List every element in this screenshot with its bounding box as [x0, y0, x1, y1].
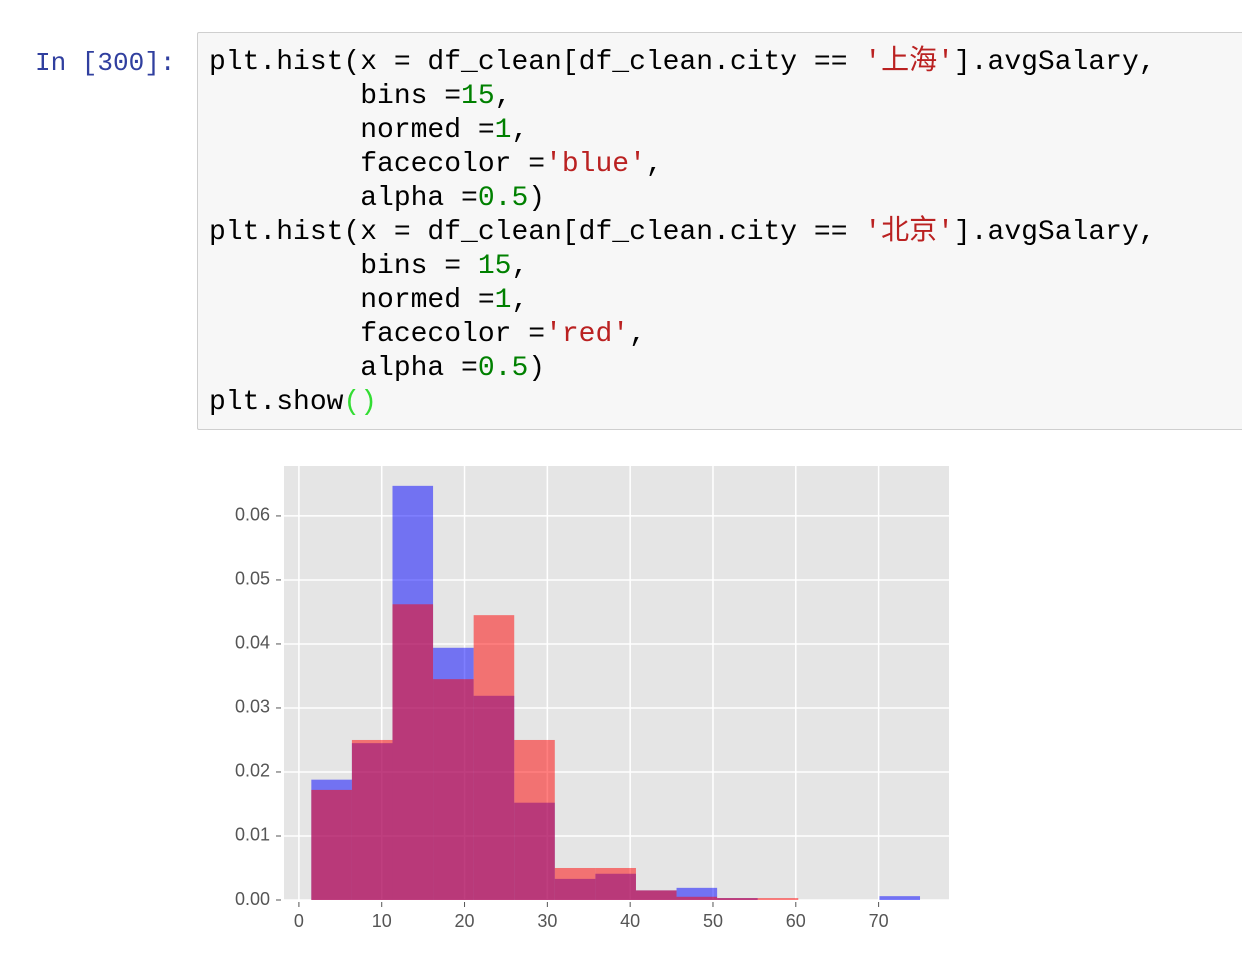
histogram-bar [879, 896, 921, 900]
code-line: alpha =0.5) [209, 352, 1156, 386]
y-tick-label: 0.01 [235, 825, 270, 845]
code-token: 'blue' [545, 149, 646, 180]
x-tick-label: 20 [455, 911, 475, 931]
code-token: '上海' [864, 47, 954, 78]
code-token: bins = [209, 251, 478, 282]
code-token: 15 [477, 251, 512, 282]
code-token: facecolor = [209, 149, 546, 180]
code-line: normed =1, [209, 114, 1156, 148]
x-tick-label: 10 [372, 911, 392, 931]
code-line: plt.show() [209, 386, 1156, 420]
histogram-bar [433, 679, 474, 900]
code-token: () [343, 387, 378, 418]
code-token: , [645, 149, 663, 180]
x-tick-label: 50 [703, 911, 723, 931]
histogram-bar [311, 789, 352, 900]
code-token: ].avgSalary, [953, 217, 1156, 248]
code-line: bins =15, [209, 80, 1156, 114]
code-token: , [511, 251, 529, 282]
code-token: ].avgSalary, [953, 47, 1156, 78]
code-line: plt.hist(x = df_clean[df_clean.city == '… [209, 46, 1156, 80]
code-token: normed = [209, 115, 495, 146]
code-token: plt.show [209, 387, 344, 418]
code-line: plt.hist(x = df_clean[df_clean.city == '… [209, 216, 1156, 250]
code-line: facecolor ='blue', [209, 148, 1156, 182]
histogram-bar [676, 896, 718, 900]
code-token: 'red' [545, 319, 630, 350]
code-token: '北京' [864, 217, 954, 248]
y-tick-label: 0.03 [235, 697, 270, 717]
code-token: ) [528, 353, 546, 384]
code-token: ) [528, 183, 546, 214]
code-token: plt.hist(x = df_clean[df_clean.city == [209, 47, 865, 78]
x-tick-label: 60 [786, 911, 806, 931]
y-tick-label: 0.06 [235, 505, 270, 525]
code-token: alpha = [209, 353, 478, 384]
x-tick-label: 70 [869, 911, 889, 931]
y-tick-label: 0.04 [235, 633, 270, 653]
histogram-bar [392, 604, 434, 900]
x-tick-label: 40 [620, 911, 640, 931]
histogram-bar [635, 890, 677, 900]
histogram-bar [351, 739, 393, 900]
y-tick-label: 0.05 [235, 569, 270, 589]
input-prompt: In [300]: [35, 48, 176, 78]
code: plt.hist(x = df_clean[df_clean.city == '… [209, 46, 1156, 420]
histogram-bar [595, 867, 636, 900]
code-token: , [629, 319, 646, 350]
code-token: facecolor = [209, 319, 546, 350]
code-line: alpha =0.5) [209, 182, 1156, 216]
code-line: bins = 15, [209, 250, 1156, 284]
code-token: bins = [209, 81, 462, 112]
code-token: , [511, 285, 529, 316]
code-token: alpha = [209, 183, 478, 214]
histogram-bar [514, 739, 555, 900]
code-token: , [511, 115, 529, 146]
code-line: normed =1, [209, 284, 1156, 318]
histogram-bar [473, 615, 515, 900]
code-line: facecolor ='red', [209, 318, 1156, 352]
code-token: 0.5 [477, 183, 529, 214]
code-token: 15 [461, 81, 495, 112]
histogram-bar [717, 898, 758, 900]
y-tick-label: 0.00 [235, 889, 270, 909]
code-token: 1 [494, 115, 512, 146]
code-token: normed = [209, 285, 495, 316]
x-tick-label: 0 [294, 911, 304, 931]
y-tick-label: 0.02 [235, 761, 270, 781]
code-token: 1 [494, 285, 512, 316]
histogram-bar [757, 898, 799, 900]
x-tick-label: 30 [537, 911, 557, 931]
code-token: plt.hist(x = df_clean[df_clean.city == [209, 217, 865, 248]
code-token: , [494, 81, 512, 112]
code-token: 0.5 [477, 353, 529, 384]
code-cell[interactable] [197, 32, 1242, 430]
histogram-bar [554, 867, 596, 900]
